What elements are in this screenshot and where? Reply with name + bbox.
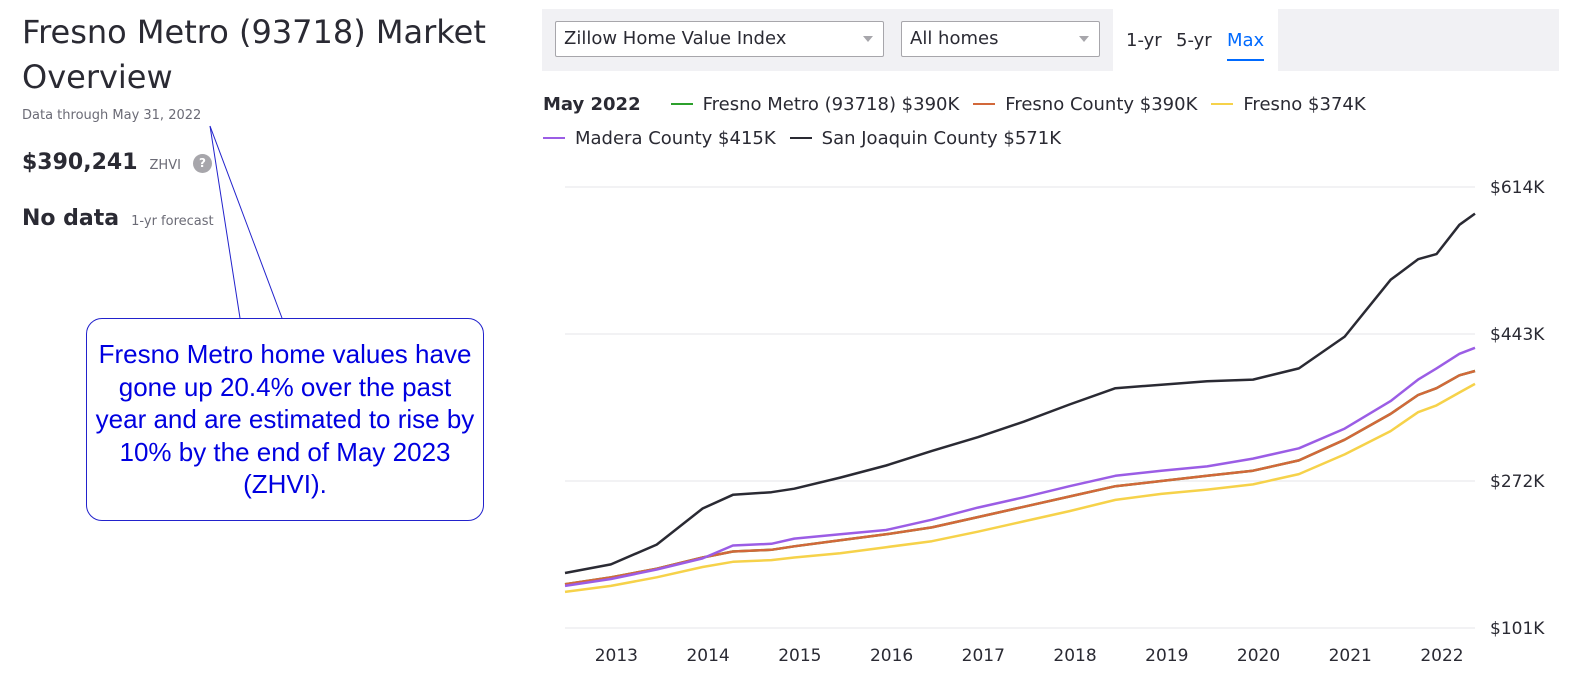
chart-legend: May 2022 Fresno Metro (93718) $390K Fres… bbox=[543, 92, 1543, 160]
y-axis-ticks: $101K $272K $443K $614K bbox=[1490, 178, 1545, 639]
legend-swatch bbox=[789, 137, 812, 139]
series-line-san-joaquin-county[interactable] bbox=[564, 212, 1476, 575]
annotation-callout: Fresno Metro home values have gone up 20… bbox=[86, 318, 484, 521]
chevron-down-icon bbox=[863, 36, 873, 42]
time-range-tabs: 1-yr 5-yr Max bbox=[1113, 9, 1278, 71]
legend-label: San Joaquin County $571K bbox=[821, 127, 1061, 149]
legend-label: Fresno Metro (93718) $390K bbox=[702, 93, 960, 115]
help-icon[interactable]: ? bbox=[192, 154, 212, 173]
metric-select[interactable]: Zillow Home Value Index bbox=[555, 21, 884, 57]
zhvi-summary: $390,241 ZHVI ? bbox=[22, 150, 212, 175]
legend-item-madera-county: Madera County $415K bbox=[543, 128, 776, 149]
forecast-value: No data bbox=[22, 206, 120, 231]
legend-swatch bbox=[670, 103, 693, 105]
y-tick-label: $614K bbox=[1490, 178, 1545, 198]
series-line-fresno-county[interactable] bbox=[564, 369, 1476, 586]
chart-gridlines bbox=[565, 186, 1475, 629]
range-max-button[interactable]: Max bbox=[1227, 30, 1265, 61]
legend-item-fresno-metro: Fresno Metro (93718) $390K bbox=[670, 93, 960, 115]
x-axis-ticks: 2013 2014 2015 2016 2017 2018 2019 2020 2021 2022 bbox=[595, 646, 1464, 666]
legend-swatch bbox=[543, 137, 565, 139]
legend-item-fresno: Fresno $374K bbox=[1211, 93, 1366, 115]
x-tick-label: 2020 bbox=[1237, 646, 1280, 666]
x-tick-label: 2017 bbox=[962, 646, 1005, 666]
x-tick-label: 2016 bbox=[870, 646, 913, 666]
x-tick-label: 2013 bbox=[595, 646, 638, 666]
legend-item-san-joaquin-county: San Joaquin County $571K bbox=[789, 127, 1061, 149]
legend-label: Fresno County $390K bbox=[1005, 93, 1198, 115]
x-tick-label: 2022 bbox=[1420, 646, 1463, 666]
series-line-fresno-metro-93718[interactable] bbox=[564, 369, 1476, 586]
legend-label: Madera County $415K bbox=[575, 127, 776, 149]
forecast-summary: No data 1-yr forecast bbox=[22, 206, 214, 231]
range-5yr-button[interactable]: 5-yr bbox=[1176, 30, 1212, 51]
home-type-select[interactable]: All homes bbox=[901, 21, 1100, 57]
chart-toolbar: Zillow Home Value Index All homes 1-yr 5… bbox=[542, 9, 1559, 71]
y-tick-label: $272K bbox=[1490, 472, 1545, 492]
legend-swatch bbox=[973, 103, 996, 105]
series-line-fresno[interactable] bbox=[564, 382, 1476, 594]
forecast-label: 1-yr forecast bbox=[131, 214, 214, 229]
chevron-down-icon bbox=[1079, 36, 1089, 42]
series-line-madera-county[interactable] bbox=[564, 346, 1476, 588]
range-1yr-button[interactable]: 1-yr bbox=[1126, 30, 1162, 51]
x-tick-label: 2019 bbox=[1145, 646, 1188, 666]
x-tick-label: 2018 bbox=[1053, 646, 1096, 666]
zhvi-value: $390,241 bbox=[22, 150, 138, 175]
chart-series bbox=[564, 212, 1476, 594]
page-title: Fresno Metro (93718) Market Overview bbox=[22, 13, 486, 96]
x-tick-label: 2015 bbox=[778, 646, 821, 666]
legend-label: Fresno $374K bbox=[1243, 93, 1366, 115]
annotation-callout-text: Fresno Metro home values have gone up 20… bbox=[95, 339, 475, 500]
home-type-select-value: All homes bbox=[910, 28, 999, 49]
y-tick-label: $101K bbox=[1490, 619, 1545, 639]
legend-item-fresno-county: Fresno County $390K bbox=[973, 94, 1197, 115]
legend-date: May 2022 bbox=[543, 93, 641, 115]
x-tick-label: 2014 bbox=[686, 646, 729, 666]
data-through-date: Data through May 31, 2022 bbox=[22, 108, 202, 123]
legend-swatch bbox=[1211, 103, 1234, 105]
metric-select-value: Zillow Home Value Index bbox=[564, 28, 787, 49]
x-tick-label: 2021 bbox=[1329, 646, 1372, 666]
zhvi-label: ZHVI bbox=[149, 158, 181, 173]
y-tick-label: $443K bbox=[1490, 325, 1545, 345]
